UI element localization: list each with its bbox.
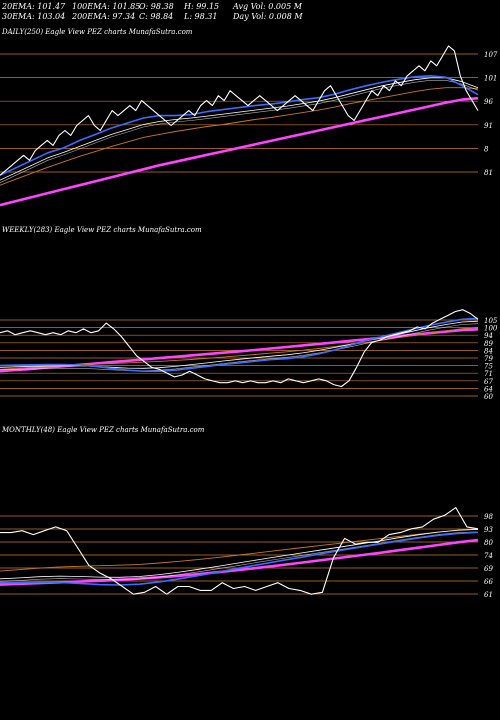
weekly-tick-label: 100 xyxy=(484,325,498,333)
monthly-price-line xyxy=(0,507,479,595)
monthly-tick-label: 80 xyxy=(484,539,493,547)
weekly-tick-label: 105 xyxy=(484,317,498,325)
avg-vol-value: Avg Vol: 0.005 M xyxy=(233,2,302,11)
high-value: H: 99.15 xyxy=(184,2,220,11)
monthly-ema-slow-line xyxy=(0,528,479,572)
close-value: C: 98.84 xyxy=(139,12,174,21)
weekly-ema-mid-line xyxy=(0,320,479,369)
weekly-tick-label: 94 xyxy=(484,332,493,340)
daily-tick-label: 96 xyxy=(484,98,493,106)
monthly-tick-label: 98 xyxy=(484,513,493,521)
weekly-chart-title: WEEKLY(283) Eagle View PEZ charts Munafa… xyxy=(2,226,202,234)
daily-ema-slow-line xyxy=(0,87,479,186)
daily-tick-label: 107 xyxy=(484,51,498,59)
daily-tick-label: 101 xyxy=(484,75,497,83)
daily-ema-200-line xyxy=(0,96,479,207)
daily-tick-label: 8 xyxy=(484,145,489,153)
weekly-tick-label: 89 xyxy=(484,340,493,348)
ema200-value: 200EMA: 97.34 xyxy=(72,12,136,21)
monthly-tick-label: 69 xyxy=(484,565,493,573)
indicator-summary: 20EMA: 101.47 100EMA: 101.85 O: 98.38 H:… xyxy=(2,2,303,22)
day-vol-value: Day Vol: 0.008 M xyxy=(233,12,303,21)
monthly-ema-fast-line xyxy=(0,531,479,586)
monthly-tick-label: 74 xyxy=(484,552,493,560)
ema30-value: 30EMA: 103.04 xyxy=(2,12,66,21)
weekly-tick-label: 64 xyxy=(484,385,493,393)
weekly-tick-label: 71 xyxy=(484,370,493,378)
daily-tick-label: 81 xyxy=(484,169,493,177)
low-value: L: 98.31 xyxy=(184,12,218,21)
weekly-tick-label: 84 xyxy=(484,347,493,355)
weekly-price-line xyxy=(0,309,479,388)
weekly-ema-fast-line xyxy=(0,317,479,372)
weekly-ema-mid-line-lower xyxy=(0,323,479,372)
daily-price-line xyxy=(0,45,479,176)
daily-ema-fast-line xyxy=(0,75,479,176)
weekly-tick-label: 79 xyxy=(484,355,493,363)
daily-ema-mid-line-lower xyxy=(0,80,479,183)
monthly-chart: 98 93 80 74 69 66 61 xyxy=(0,507,493,599)
weekly-tick-label: 60 xyxy=(484,393,493,401)
monthly-ema-200-line xyxy=(0,538,479,586)
weekly-tick-label: 75 xyxy=(484,363,493,371)
monthly-tick-label: 61 xyxy=(484,591,493,599)
indicator-row-1: 20EMA: 101.47 100EMA: 101.85 O: 98.38 H:… xyxy=(2,2,303,12)
open-value: O: 98.38 xyxy=(139,2,174,11)
ema20-value: 20EMA: 101.47 xyxy=(2,2,66,11)
indicator-row-2: 30EMA: 103.04 200EMA: 97.34 C: 98.84 L: … xyxy=(2,12,303,22)
monthly-chart-title: MONTHLY(48) Eagle View PEZ charts Munafa… xyxy=(2,426,205,434)
daily-chart: 107 101 96 91 8 81 xyxy=(0,45,498,207)
ema100-value: 100EMA: 101.85 xyxy=(72,2,141,11)
daily-tick-label: 91 xyxy=(484,122,493,130)
monthly-tick-label: 93 xyxy=(484,526,493,534)
monthly-tick-label: 66 xyxy=(484,578,493,586)
daily-chart-title: DAILY(250) Eagle View PEZ charts MunafaS… xyxy=(2,28,193,36)
monthly-ema-mid-line xyxy=(0,529,479,580)
weekly-tick-label: 67 xyxy=(484,378,493,386)
